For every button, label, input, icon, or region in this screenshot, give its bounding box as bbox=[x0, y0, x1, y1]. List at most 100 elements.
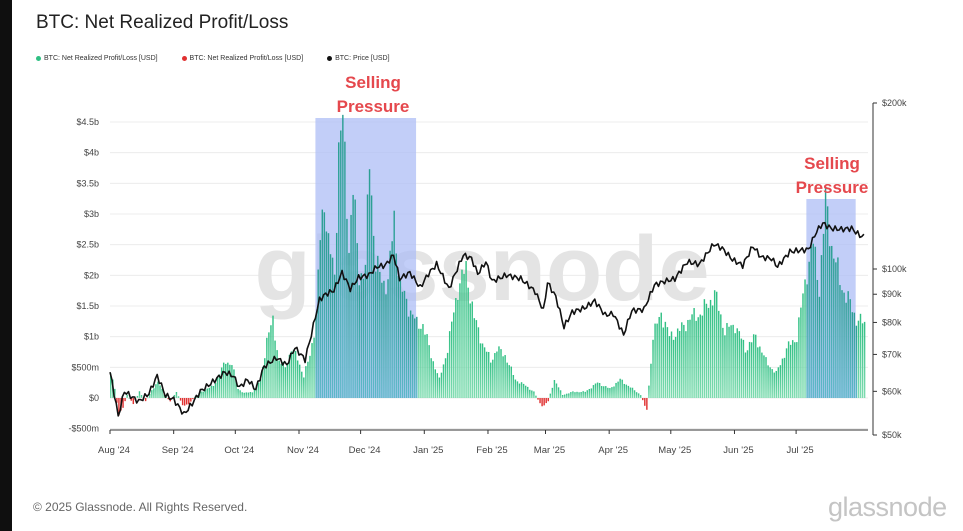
profit-bar bbox=[385, 294, 387, 398]
y-tick-label-right: $60k bbox=[882, 386, 902, 396]
profit-bar bbox=[765, 357, 767, 398]
profit-bar bbox=[348, 252, 350, 398]
legend-dot-green bbox=[36, 56, 41, 61]
profit-bar bbox=[136, 395, 139, 398]
profit-bar bbox=[598, 382, 601, 398]
profit-bar bbox=[138, 391, 141, 398]
profit-bar bbox=[711, 305, 714, 398]
profit-bar bbox=[414, 318, 416, 398]
profit-bar bbox=[251, 392, 254, 398]
profit-bar bbox=[835, 262, 837, 398]
profit-bar bbox=[802, 293, 804, 398]
profit-bar bbox=[603, 386, 605, 398]
profit-bar bbox=[436, 373, 439, 398]
left-edge-bar bbox=[0, 0, 12, 531]
profit-bar bbox=[229, 364, 231, 398]
profit-bar bbox=[241, 392, 243, 398]
profit-bar bbox=[350, 214, 352, 398]
profit-bar bbox=[592, 385, 595, 398]
legend-item-profit[interactable]: BTC: Net Realized Profit/Loss [USD] bbox=[36, 55, 158, 62]
profit-bar bbox=[465, 260, 467, 398]
profit-bar bbox=[140, 395, 143, 398]
profit-bar bbox=[775, 370, 777, 398]
x-tick-label: Sep '24 bbox=[162, 445, 194, 456]
profit-bar bbox=[594, 383, 597, 398]
profit-bar bbox=[498, 346, 500, 398]
profit-bar bbox=[233, 369, 235, 398]
profit-bar bbox=[697, 317, 699, 398]
profit-bar bbox=[453, 312, 455, 398]
profit-bar bbox=[652, 339, 654, 398]
profit-bar bbox=[381, 282, 383, 398]
profit-bar bbox=[430, 358, 432, 398]
profit-bar bbox=[818, 296, 821, 398]
profit-bar bbox=[619, 378, 621, 398]
profit-bar bbox=[239, 390, 241, 398]
profit-bar bbox=[728, 326, 730, 398]
profit-bar bbox=[703, 299, 706, 398]
profit-bar bbox=[278, 360, 280, 398]
profit-bar bbox=[853, 312, 856, 398]
profit-bar bbox=[173, 394, 176, 398]
profit-bar bbox=[264, 358, 266, 398]
profit-bar bbox=[755, 334, 757, 398]
profit-bar bbox=[405, 298, 408, 398]
profit-bar bbox=[804, 279, 806, 398]
profit-bar bbox=[576, 391, 578, 398]
profit-bar bbox=[761, 352, 763, 398]
loss-bar bbox=[183, 398, 186, 406]
profit-bar bbox=[843, 292, 845, 398]
profit-bar bbox=[787, 341, 790, 398]
profit-bar bbox=[779, 365, 782, 398]
legend-item-price[interactable]: BTC: Price [USD] bbox=[327, 55, 390, 62]
profit-bar bbox=[161, 388, 163, 398]
loss-bar bbox=[124, 398, 126, 402]
legend-item-loss[interactable]: BTC: Net Realized Profit/Loss [USD] bbox=[181, 55, 303, 62]
profit-bar bbox=[859, 313, 862, 398]
profit-bar bbox=[276, 350, 278, 398]
profit-bar bbox=[153, 388, 155, 398]
loss-bar bbox=[167, 398, 169, 400]
profit-bar bbox=[313, 337, 315, 398]
profit-bar bbox=[629, 387, 632, 398]
profit-bar bbox=[212, 385, 215, 398]
profit-bar bbox=[685, 331, 687, 398]
profit-bar bbox=[748, 341, 751, 398]
profit-bar bbox=[356, 243, 358, 398]
profit-bar bbox=[734, 333, 736, 398]
x-tick-label: Jun '25 bbox=[723, 445, 753, 456]
loss-bar bbox=[539, 398, 541, 404]
profit-bar bbox=[247, 392, 250, 398]
profit-bar bbox=[335, 232, 338, 398]
profit-bar bbox=[399, 280, 402, 398]
profit-bar bbox=[839, 285, 841, 398]
profit-bar bbox=[845, 302, 847, 398]
profit-bar bbox=[666, 327, 669, 398]
loss-bar bbox=[646, 398, 648, 410]
profit-bar bbox=[504, 355, 506, 398]
profit-bar bbox=[459, 283, 461, 398]
copyright: © 2025 Glassnode. All Rights Reserved. bbox=[33, 500, 248, 514]
profit-bar bbox=[738, 331, 741, 398]
x-tick-label: Dec '24 bbox=[349, 445, 381, 456]
y-tick-label-left: $1b bbox=[84, 332, 99, 342]
profit-bar bbox=[613, 386, 615, 398]
profit-bar bbox=[370, 195, 373, 398]
profit-bar bbox=[329, 254, 332, 398]
profit-bar bbox=[305, 366, 307, 398]
profit-bar bbox=[736, 328, 738, 398]
y-tick-label-left: $1.5b bbox=[76, 301, 99, 311]
profit-bar bbox=[391, 241, 393, 398]
loss-bar bbox=[181, 398, 184, 406]
profit-bar bbox=[225, 363, 227, 398]
profit-bar bbox=[705, 303, 708, 398]
profit-bar bbox=[841, 290, 843, 398]
profit-bar bbox=[282, 361, 284, 398]
profit-bar bbox=[533, 391, 535, 398]
profit-bar bbox=[744, 352, 747, 398]
profit-bar bbox=[752, 334, 755, 398]
profit-bar bbox=[446, 352, 449, 398]
profit-bar bbox=[508, 365, 510, 398]
profit-bar bbox=[270, 325, 272, 398]
